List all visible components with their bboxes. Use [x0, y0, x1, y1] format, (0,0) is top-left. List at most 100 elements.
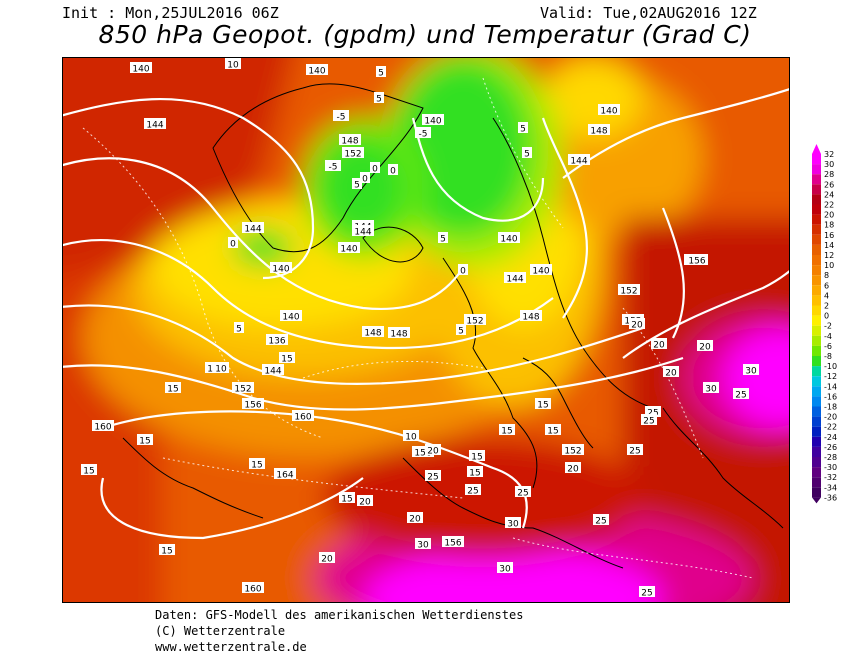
- scale-color-swatch: [812, 234, 821, 245]
- geopotential-label: 156: [688, 257, 705, 267]
- temperature-label: 15: [167, 385, 178, 395]
- scale-tick-label: -12: [824, 372, 837, 381]
- scale-tick-label: -14: [824, 382, 837, 391]
- scale-arrow-top: [812, 144, 821, 154]
- temperature-label-bg: [651, 338, 667, 349]
- temperature-label: 30: [745, 367, 757, 377]
- temperature-label: 15: [469, 469, 480, 479]
- contour-labels: 1401401441441481521401441401441481401441…: [81, 58, 759, 599]
- temperature-label-bg: [703, 382, 719, 393]
- temperature-label-bg: [370, 162, 380, 173]
- temperature-label: 25: [735, 391, 746, 401]
- scale-tick-label: 16: [824, 231, 834, 240]
- geopotential-label: 144: [354, 228, 371, 238]
- scale-color-swatch: [812, 204, 821, 215]
- scale-tick-label: 10: [824, 261, 834, 270]
- temperature-label: 20: [321, 555, 333, 565]
- credit-copyright: (C) Wetterzentrale: [155, 624, 286, 638]
- scale-color-swatch: [812, 325, 821, 336]
- geopotential-label: 148: [522, 313, 539, 323]
- geopotential-label: 152: [564, 447, 581, 457]
- init-time: Init : Mon,25JUL2016 06Z: [62, 4, 279, 22]
- temperature-field: [63, 58, 789, 602]
- scale-tick-label: -36: [824, 493, 837, 502]
- scale-color-swatch: [812, 376, 821, 387]
- credit-website[interactable]: www.wetterzentrale.de: [155, 640, 307, 654]
- temperature-label: 5: [236, 325, 242, 335]
- geopotential-label-bg: [388, 327, 410, 338]
- temperature-label: 10: [215, 365, 227, 375]
- geopotential-label: 152: [466, 317, 483, 327]
- scale-color-swatch: [812, 356, 821, 367]
- temperature-label: -5: [329, 163, 338, 173]
- geopotential-label: 152: [344, 150, 361, 160]
- geopotential-label-bg: [339, 134, 361, 145]
- scale-tick-label: -26: [824, 443, 837, 452]
- temperature-label-bg: [159, 544, 175, 555]
- temperature-label-bg: [352, 178, 362, 189]
- temperature-label: 25: [517, 489, 528, 499]
- temperature-label: 0: [230, 240, 236, 250]
- geopotential-label-bg: [130, 62, 152, 73]
- geopotential-label: 140: [424, 117, 441, 127]
- temperature-label: 15: [341, 495, 352, 505]
- temperature-label-bg: [225, 58, 241, 69]
- temperature-label: 30: [705, 385, 717, 395]
- geopotential-label: 160: [94, 423, 111, 433]
- geopotential-label-bg: [274, 468, 296, 479]
- temperature-label-bg: [743, 364, 759, 375]
- scale-color-swatch: [812, 154, 821, 165]
- scale-tick-label: 12: [824, 251, 834, 260]
- temperature-label-bg: [663, 366, 679, 377]
- geopotential-label-bg: [498, 232, 520, 243]
- scale-tick-label: -6: [824, 342, 832, 351]
- temperature-label: 25: [427, 473, 438, 483]
- credit-data-source: Daten: GFS-Modell des amerikanischen Wet…: [155, 608, 524, 622]
- temperature-label: 25: [643, 417, 654, 427]
- scale-tick-label: -10: [824, 362, 837, 371]
- geopotential-label: 140: [308, 67, 325, 77]
- scale-color-swatch: [812, 255, 821, 266]
- temperature-label-bg: [376, 66, 386, 77]
- temperature-label: 20: [359, 498, 371, 508]
- geopotential-label: 144: [264, 367, 281, 377]
- temperature-label-bg: [456, 324, 466, 335]
- scale-color-swatch: [812, 315, 821, 326]
- temperature-label: 5: [378, 69, 384, 79]
- geopotential-isolines: [63, 88, 789, 540]
- weather-map[interactable]: 1401401441441481521401441401441481401441…: [62, 57, 790, 603]
- geopotential-label: 160: [244, 585, 261, 595]
- temperature-label-bg: [545, 424, 561, 435]
- geopotential-label-bg: [280, 310, 302, 321]
- temperature-label-bg: [81, 464, 97, 475]
- temperature-label: 15: [139, 437, 150, 447]
- temperature-label: -5: [337, 113, 346, 123]
- temperature-isolines: [82, 77, 754, 579]
- scale-tick-label: -28: [824, 453, 837, 462]
- geopotential-label-bg: [362, 326, 384, 337]
- geopotential-label-bg: [144, 118, 166, 129]
- geopotential-label-bg: [338, 242, 360, 253]
- geopotential-label: 140: [132, 65, 149, 75]
- geopotential-label: 160: [294, 413, 311, 423]
- geopotential-label-bg: [262, 364, 284, 375]
- temperature-label-bg: [425, 470, 441, 481]
- temperature-label: 20: [567, 465, 579, 475]
- geopotential-label: 164: [276, 471, 293, 481]
- scale-tick-label: 2: [824, 302, 829, 311]
- temperature-label: 15: [471, 453, 482, 463]
- scale-color-swatch: [812, 285, 821, 296]
- geopotential-label: 140: [272, 265, 289, 275]
- scale-color-swatch: [812, 244, 821, 255]
- geopotential-label: 148: [590, 127, 607, 137]
- scale-tick-label: 14: [824, 241, 834, 250]
- geopotential-label: 140: [340, 245, 357, 255]
- temperature-label-bg: [279, 352, 295, 363]
- scale-color-swatch: [812, 467, 821, 478]
- temperature-label-bg: [639, 586, 655, 597]
- temperature-label-bg: [627, 444, 643, 455]
- geopotential-label-bg: [232, 382, 254, 393]
- scale-tick-label: 0: [824, 312, 829, 321]
- geopotential-label-bg: [504, 272, 526, 283]
- geopotential-label-bg: [92, 420, 114, 431]
